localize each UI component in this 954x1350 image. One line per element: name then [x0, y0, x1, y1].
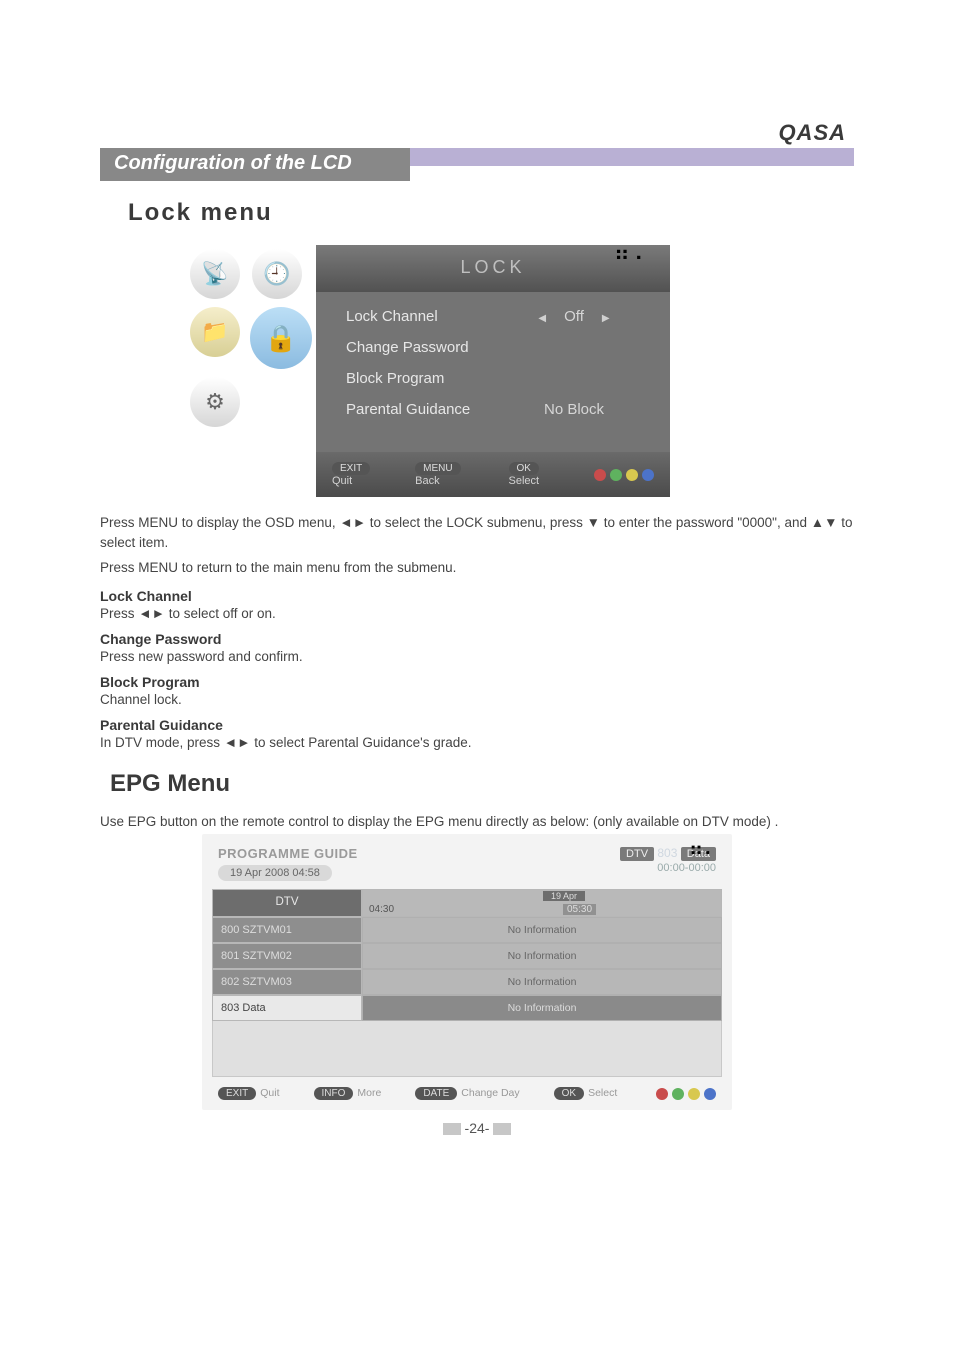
sub-change-password-text: Press new password and confirm. [100, 649, 854, 664]
gear-icon: ⚙ [190, 377, 240, 427]
row-lock-channel[interactable]: Lock Channel [346, 308, 504, 325]
row-change-password[interactable]: Change Password [346, 339, 504, 356]
sub-lock-channel-text: Press ◄► to select off or on. [100, 606, 854, 621]
lock-screenshot: 📡 🕘 📁 🔒 ⚙ LOCK ⠛⠂ Lock Channel Off Cha [190, 245, 670, 497]
ok-hint: OKSelect [509, 462, 566, 487]
epg-row-1-ch[interactable]: 801 SZTVM02 [212, 943, 362, 969]
exit-hint: EXITQuit [332, 462, 387, 487]
row-parental[interactable]: Parental Guidance [346, 401, 504, 418]
config-title: Configuration of the LCD [100, 148, 410, 181]
clock-icon: 🕘 [252, 249, 302, 299]
lock-title-text: LOCK [460, 257, 525, 277]
epg-header-timeline: 19 Apr 04:30 05:30 [362, 889, 722, 917]
epg-row-3-ch[interactable]: 803 Data [212, 995, 362, 1021]
row-lock-channel-value[interactable]: Off [504, 308, 644, 325]
sub-lock-channel: Lock Channel [100, 588, 854, 604]
epg-row-0-ch[interactable]: 800 SZTVM01 [212, 917, 362, 943]
lock-panel-body: Lock Channel Off Change Password Block P… [316, 292, 670, 452]
bubbles-icon-epg: ⠛⠂ [689, 842, 718, 867]
sub-change-password: Change Password [100, 631, 854, 647]
paragraph-1: Press MENU to display the OSD menu, ◄► t… [100, 513, 854, 554]
row-parental-value[interactable]: No Block [504, 401, 644, 418]
epg-row-1-info: No Information [362, 943, 722, 969]
brand-logo: QASA [100, 120, 854, 146]
lock-panel-footer: EXITQuit MENUBack OKSelect [316, 452, 670, 497]
page-number: -24- [100, 1120, 854, 1136]
epg-header-dtv: DTV [212, 889, 362, 917]
epg-heading: EPG Menu [110, 770, 854, 798]
epg-intro: Use EPG button on the remote control to … [100, 812, 854, 832]
epg-title: PROGRAMME GUIDE [218, 846, 358, 861]
epg-grid: DTV 19 Apr 04:30 05:30 800 SZTVM01 No In… [212, 889, 722, 1077]
paragraph-2: Press MENU to return to the main menu fr… [100, 558, 854, 578]
sat-icon: 📡 [190, 249, 240, 299]
sub-parental: Parental Guidance [100, 717, 854, 733]
row-block-program[interactable]: Block Program [346, 370, 504, 387]
epg-row-2-info: No Information [362, 969, 722, 995]
sub-block-program: Block Program [100, 674, 854, 690]
bubbles-icon: ⠛⠂ [614, 253, 654, 267]
epg-row-3-info: No Information [362, 995, 722, 1021]
lock-panel-title: LOCK ⠛⠂ [316, 245, 670, 292]
menu-hint: MENUBack [415, 462, 480, 487]
lock-heading: Lock menu [128, 199, 854, 227]
epg-screenshot: ⠛⠂ PROGRAMME GUIDE 19 Apr 2008 04:58 DTV… [202, 834, 732, 1110]
epg-footer: EXITQuit INFOMore DATEChange Day OKSelec… [212, 1077, 722, 1100]
epg-row-2-ch[interactable]: 802 SZTVM03 [212, 969, 362, 995]
sub-parental-text: In DTV mode, press ◄► to select Parental… [100, 735, 854, 750]
epg-datetime: 19 Apr 2008 04:58 [218, 865, 332, 881]
epg-blank-area [212, 1021, 722, 1077]
lock-selected-icon: 🔒 [250, 307, 312, 369]
folder-icon: 📁 [190, 307, 240, 357]
sub-block-program-text: Channel lock. [100, 692, 854, 707]
epg-row-0-info: No Information [362, 917, 722, 943]
color-dots [594, 469, 654, 481]
